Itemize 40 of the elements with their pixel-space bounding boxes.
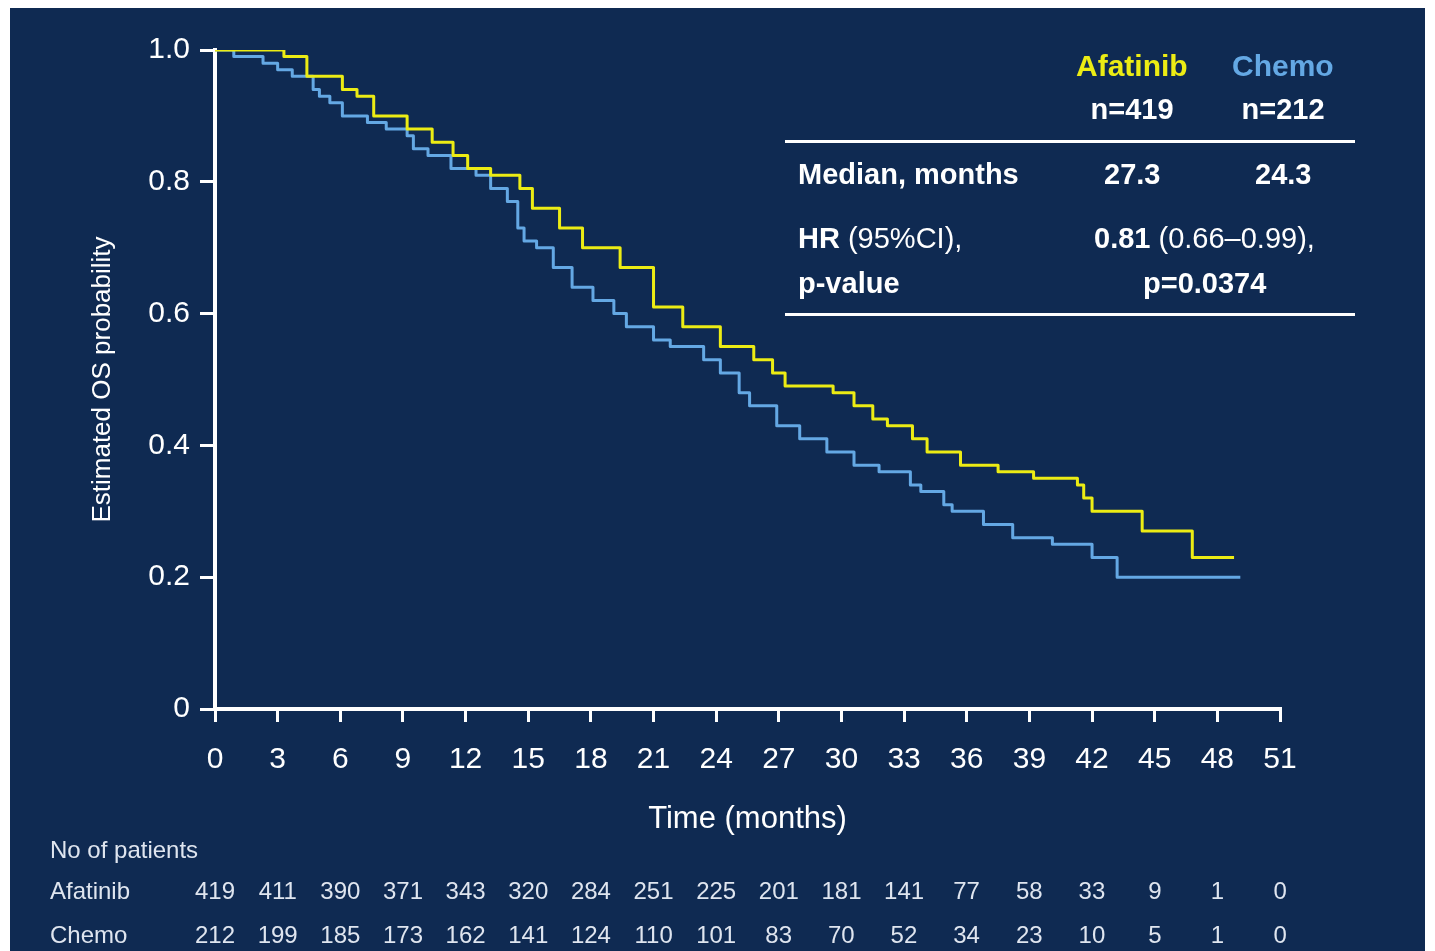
x-tick-label: 45 (1138, 741, 1172, 775)
y-tick-label: 0.4 (148, 426, 190, 460)
text: Afatinib (50, 877, 131, 904)
text: Afatinib (1076, 49, 1188, 82)
annotation: 24.3 (1255, 157, 1312, 190)
x-tick-label: 0 (206, 741, 224, 775)
annotation: 0.81 (0.66–0.99), p=0.0374 (1094, 221, 1315, 299)
x-tick-label: 21 (636, 741, 671, 775)
annotation: HR (95%CI), p-value (798, 221, 963, 299)
annotation: Median, months (798, 157, 1019, 190)
y-tick-label: 0 (173, 690, 190, 724)
y-tick-label: 0.6 (148, 294, 190, 328)
x-tick-label: 36 (950, 741, 984, 775)
x-tick-label: 15 (511, 741, 545, 775)
y-tick-label: 0.8 (148, 163, 190, 197)
y-axis-title: Estimated OS probability (85, 236, 116, 523)
x-tick-label: 18 (574, 741, 608, 775)
annotation: n=212 (1241, 92, 1325, 125)
x-tick-label: 33 (887, 741, 921, 775)
x-tick-label: 27 (762, 741, 796, 775)
annotation: n=419 (1090, 92, 1174, 125)
x-tick-label: 48 (1200, 741, 1235, 775)
x-tick-label: 12 (448, 741, 483, 775)
x-tick-label: 24 (699, 741, 733, 775)
x-axis-title: Time (months) (648, 799, 847, 835)
x-tick-label: 30 (824, 741, 859, 775)
y-tick-label: 1.0 (148, 31, 190, 65)
x-tick-label: 3 (269, 741, 286, 775)
annotation: 27.3 (1104, 157, 1161, 190)
x-tick-label: 42 (1075, 741, 1109, 775)
text: No of patients (50, 836, 199, 863)
x-tick-label: 51 (1263, 741, 1297, 775)
x-tick-label: 9 (394, 741, 412, 775)
text: 419 411 390 371 343 320 284 251 225 201 181 141 77 58 33 9 1 0 (195, 877, 1287, 904)
text: 212 199 185 173 162 141 124 110 101 83 70 52 34 23 10 5 1 0 (195, 921, 1287, 948)
x-tick-label: 39 (1012, 741, 1047, 775)
x-tick-label: 6 (331, 741, 349, 775)
text: Chemo (1232, 49, 1334, 82)
y-tick-label: 0.2 (148, 558, 190, 592)
text: Chemo (50, 921, 128, 948)
